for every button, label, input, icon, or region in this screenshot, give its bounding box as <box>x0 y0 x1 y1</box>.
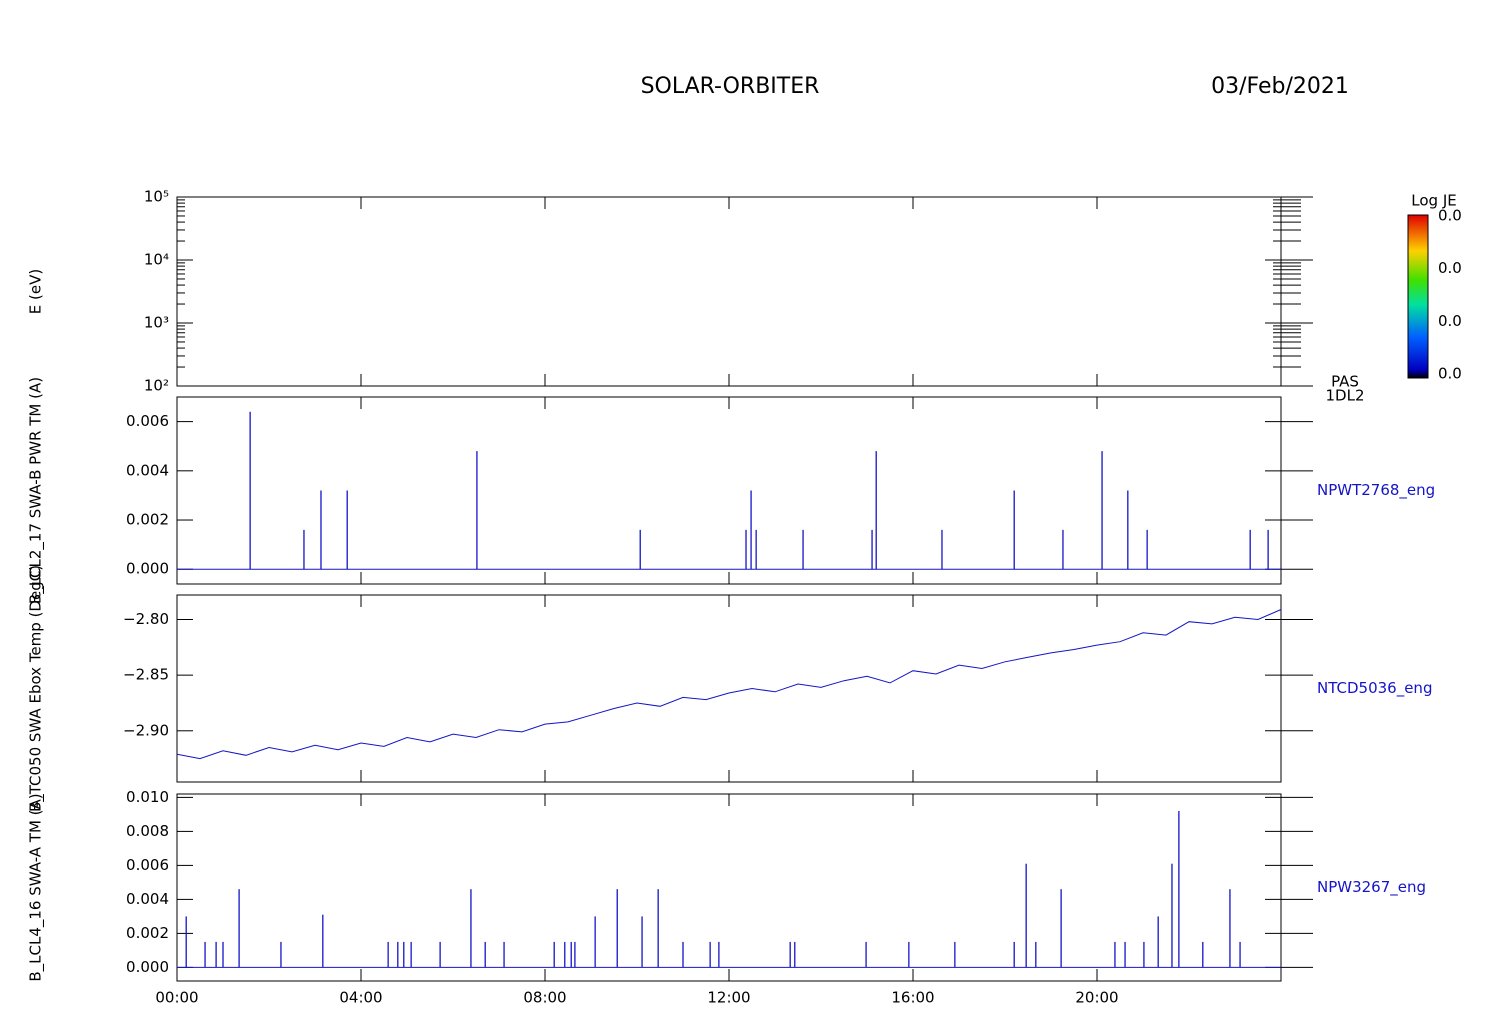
title: SOLAR-ORBITER <box>641 74 820 99</box>
y-tick-label: 0.006 <box>126 412 169 430</box>
colorbar <box>1407 214 1429 379</box>
x-tick-label: 08:00 <box>523 989 566 1007</box>
y-axis-label: E (eV) <box>27 269 45 314</box>
x-tick-label: 16:00 <box>891 989 934 1007</box>
y-tick-label: −2.85 <box>123 666 169 684</box>
y-tick-label: 0.004 <box>126 461 169 479</box>
y-tick-label: 0.004 <box>126 890 169 908</box>
series-line <box>176 609 1282 760</box>
y-tick-label: 0.002 <box>126 924 169 942</box>
side-label: 1DL2 <box>1326 387 1365 405</box>
x-tick-label: 20:00 <box>1075 989 1118 1007</box>
y-tick-label: −2.90 <box>123 721 169 739</box>
colorbar-tick-label: 0.0 <box>1438 259 1462 277</box>
panel-frame <box>176 196 1282 387</box>
x-tick-label: 04:00 <box>339 989 382 1007</box>
colorbar-title: Log JE <box>1411 192 1456 210</box>
y-axis-label: B_TC050 SWA Ebox Temp (DegC) <box>27 565 46 812</box>
y-tick-label: 0.006 <box>126 856 169 874</box>
y-tick-label: 0.000 <box>126 958 169 976</box>
y-tick-label: 10² <box>144 377 169 395</box>
x-tick-label: 00:00 <box>155 989 198 1007</box>
y-tick-label: 10⁵ <box>144 188 169 206</box>
y-tick-label: 0.008 <box>126 822 169 840</box>
panel-frame <box>176 396 1282 585</box>
y-tick-label: 10³ <box>144 314 169 332</box>
y-tick-label: 0.000 <box>126 560 169 578</box>
panel-frame <box>176 594 1282 783</box>
y-tick-label: 0.002 <box>126 511 169 529</box>
series-name: NTCD5036_eng <box>1317 679 1432 698</box>
y-tick-label: −2.80 <box>123 610 169 628</box>
y-tick-label: 10⁴ <box>144 251 169 269</box>
x-tick-label: 12:00 <box>707 989 750 1007</box>
colorbar-tick-label: 0.0 <box>1438 365 1462 383</box>
y-tick-label: 0.010 <box>126 788 169 806</box>
series-name: NPW3267_eng <box>1317 878 1426 897</box>
y-axis-label: B_LCL4_16 SWA-A TM (A) <box>27 793 46 981</box>
side-label: PAS <box>1331 373 1359 391</box>
colorbar-tick-label: 0.0 <box>1438 312 1462 330</box>
colorbar-tick-label: 0.0 <box>1438 207 1462 225</box>
date: 03/Feb/2021 <box>1211 74 1349 99</box>
y-axis-label: B_LCL2_17 SWA-B PWR TM (A) <box>27 377 46 604</box>
series-name: NPWT2768_eng <box>1317 481 1435 500</box>
